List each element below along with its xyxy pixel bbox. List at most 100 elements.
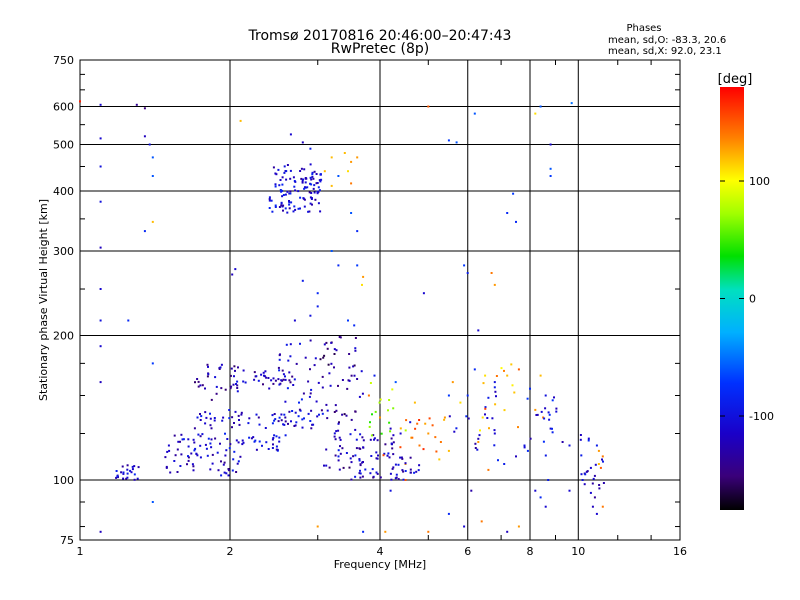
echo-point bbox=[341, 379, 344, 381]
echo-point bbox=[402, 470, 405, 473]
echo-point bbox=[281, 189, 284, 192]
echo-point bbox=[581, 479, 584, 481]
echo-point bbox=[315, 173, 318, 175]
echo-point bbox=[274, 185, 277, 188]
echo-point bbox=[273, 434, 276, 437]
echo-point bbox=[517, 525, 520, 528]
echo-point bbox=[199, 456, 202, 459]
echo-point bbox=[301, 279, 304, 282]
echo-point bbox=[288, 410, 291, 413]
echo-point bbox=[244, 381, 247, 384]
echo-point bbox=[481, 416, 484, 419]
echo-point bbox=[169, 471, 172, 474]
echo-point bbox=[397, 463, 400, 466]
echo-point bbox=[387, 409, 389, 412]
echo-point bbox=[422, 448, 425, 451]
echo-point bbox=[362, 439, 365, 442]
echo-point bbox=[309, 163, 312, 166]
y-tick-label: 600 bbox=[53, 101, 74, 114]
echo-point bbox=[224, 388, 227, 391]
echo-point bbox=[230, 385, 233, 388]
echo-point bbox=[323, 170, 326, 173]
echo-point bbox=[337, 422, 340, 425]
echo-point bbox=[193, 449, 196, 452]
echo-point bbox=[299, 196, 302, 199]
y-tick-label: 750 bbox=[53, 54, 74, 67]
echo-point bbox=[298, 408, 301, 411]
echo-point bbox=[348, 466, 351, 469]
echo-point bbox=[99, 319, 102, 322]
echo-point bbox=[434, 436, 437, 439]
echo-point bbox=[284, 420, 287, 423]
echo-point bbox=[328, 466, 331, 469]
echo-point bbox=[349, 457, 352, 460]
echo-point bbox=[219, 366, 222, 369]
echo-point bbox=[292, 384, 295, 386]
echo-point bbox=[506, 212, 509, 214]
echo-point bbox=[292, 210, 295, 213]
echo-point bbox=[232, 383, 235, 386]
echo-point bbox=[374, 410, 377, 413]
echo-point bbox=[227, 468, 230, 470]
echo-point bbox=[283, 165, 286, 168]
echo-point bbox=[484, 406, 487, 409]
echo-point bbox=[199, 435, 202, 438]
echo-point bbox=[284, 400, 287, 403]
echo-point bbox=[477, 329, 480, 332]
echo-point bbox=[240, 411, 243, 414]
x-tick-label: 8 bbox=[527, 545, 534, 558]
echo-point bbox=[477, 441, 480, 443]
stats-line-x: mean, sd,X: 92.0, 23.1 bbox=[608, 46, 722, 57]
echo-point bbox=[270, 379, 273, 382]
echo-point bbox=[195, 452, 198, 455]
echo-point bbox=[268, 198, 271, 200]
echo-point bbox=[294, 411, 297, 414]
echo-point bbox=[544, 505, 547, 508]
echo-point bbox=[213, 417, 216, 419]
echo-point bbox=[278, 440, 281, 443]
echo-point bbox=[375, 471, 378, 474]
echo-point bbox=[388, 456, 391, 459]
echo-point bbox=[286, 211, 289, 214]
echo-point bbox=[241, 443, 244, 446]
echo-point bbox=[299, 170, 302, 172]
echo-point bbox=[317, 381, 320, 384]
echo-point bbox=[262, 371, 265, 374]
echo-point bbox=[339, 452, 342, 455]
echo-point bbox=[539, 105, 542, 108]
echo-point bbox=[455, 141, 458, 144]
echo-point bbox=[476, 448, 479, 451]
echo-point bbox=[517, 426, 519, 429]
echo-point bbox=[333, 435, 336, 438]
echo-point bbox=[271, 438, 274, 441]
echo-point bbox=[301, 181, 304, 184]
echo-point bbox=[174, 454, 177, 457]
echo-point bbox=[345, 452, 348, 454]
echo-point bbox=[542, 440, 545, 443]
echo-point bbox=[333, 411, 336, 413]
echo-point bbox=[99, 381, 102, 384]
echo-point bbox=[122, 471, 125, 474]
echo-point bbox=[234, 369, 236, 372]
echo-point bbox=[424, 422, 427, 425]
echo-point bbox=[584, 473, 587, 476]
echo-point bbox=[348, 366, 351, 369]
echo-point bbox=[561, 441, 564, 443]
echo-point bbox=[341, 413, 344, 416]
echo-point bbox=[219, 442, 221, 445]
echo-point bbox=[479, 429, 481, 432]
echo-point bbox=[298, 401, 300, 404]
y-axis-ticks: 75 100 200 300 400 500 600 750 bbox=[53, 54, 680, 547]
echo-point bbox=[252, 436, 255, 439]
echo-point bbox=[166, 450, 169, 453]
echo-point bbox=[167, 444, 170, 447]
echo-point bbox=[466, 272, 469, 274]
echo-point bbox=[206, 454, 209, 457]
echo-point bbox=[207, 373, 210, 376]
echo-point bbox=[549, 143, 552, 146]
echo-point bbox=[361, 283, 363, 286]
colorbar-tick-label: 0 bbox=[749, 293, 756, 306]
echo-point bbox=[334, 438, 337, 441]
echo-point bbox=[176, 471, 179, 473]
echo-point bbox=[337, 449, 340, 452]
